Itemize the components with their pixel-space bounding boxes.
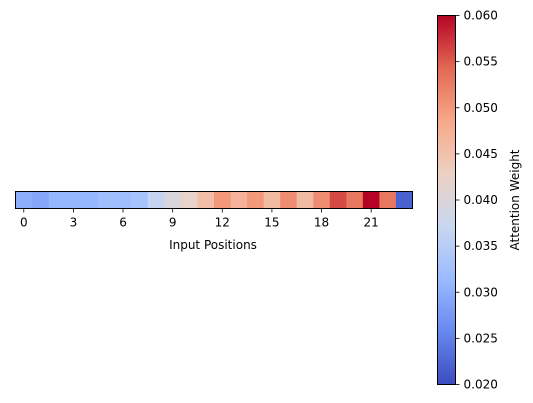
x-tick-label: 9 (169, 216, 177, 230)
x-tick-label: 12 (215, 216, 230, 230)
heatmap-cells (15, 191, 413, 209)
heatmap-cell (65, 191, 83, 209)
heatmap-cell (296, 191, 314, 209)
heatmap-cell (214, 191, 231, 209)
heatmap-cell (395, 191, 413, 209)
x-axis-ticks: 0 3 6 9 12 15 18 21 (20, 208, 379, 230)
colorbar (437, 15, 456, 385)
heatmap-cell (48, 191, 66, 209)
colorbar-tick-label: 0.050 (464, 101, 498, 115)
colorbar-tick-label: 0.055 (464, 55, 498, 69)
colorbar-tick-label: 0.035 (464, 239, 498, 253)
heatmap-cell (98, 191, 116, 209)
colorbar-tick-label: 0.025 (464, 331, 498, 345)
heatmap-cell (313, 191, 331, 209)
x-tick-label: 21 (364, 216, 379, 230)
heatmap-cell (32, 191, 49, 209)
heatmap-cell (180, 191, 198, 209)
heatmap-cell (362, 191, 380, 209)
colorbar-ticks: 0.020 0.025 0.030 0.035 0.040 0.045 0.050 0.055… (455, 9, 498, 392)
heatmap-cell (197, 191, 215, 209)
heatmap-cell (15, 191, 33, 209)
colorbar-tick-label: 0.020 (464, 378, 498, 392)
heatmap-cell (164, 191, 182, 209)
colorbar-tick-label: 0.040 (464, 193, 498, 207)
x-tick-label: 0 (20, 216, 28, 230)
x-tick-label: 15 (264, 216, 279, 230)
colorbar-tick-label: 0.060 (464, 9, 498, 23)
heatmap-cell (147, 191, 165, 209)
heatmap-cell (346, 191, 364, 209)
heatmap-cell (379, 191, 397, 209)
heatmap-cell (247, 191, 265, 209)
heatmap-frame (15, 191, 413, 209)
colorbar-tick-label: 0.030 (464, 285, 498, 299)
x-tick-label: 18 (314, 216, 329, 230)
heatmap-cell (131, 191, 149, 209)
heatmap-cell (81, 191, 99, 209)
colorbar-tick-label: 0.045 (464, 147, 498, 161)
heatmap-cell (230, 191, 248, 209)
heatmap-cell (329, 191, 347, 209)
x-tick-label: 3 (70, 216, 78, 230)
x-tick-label: 6 (119, 216, 127, 230)
heatmap-cell (114, 191, 132, 209)
colorbar-label: Attention Weight (508, 149, 522, 250)
heatmap-cell (280, 191, 298, 209)
x-axis-label: Input Positions (169, 238, 257, 252)
heatmap-cell (263, 191, 281, 209)
